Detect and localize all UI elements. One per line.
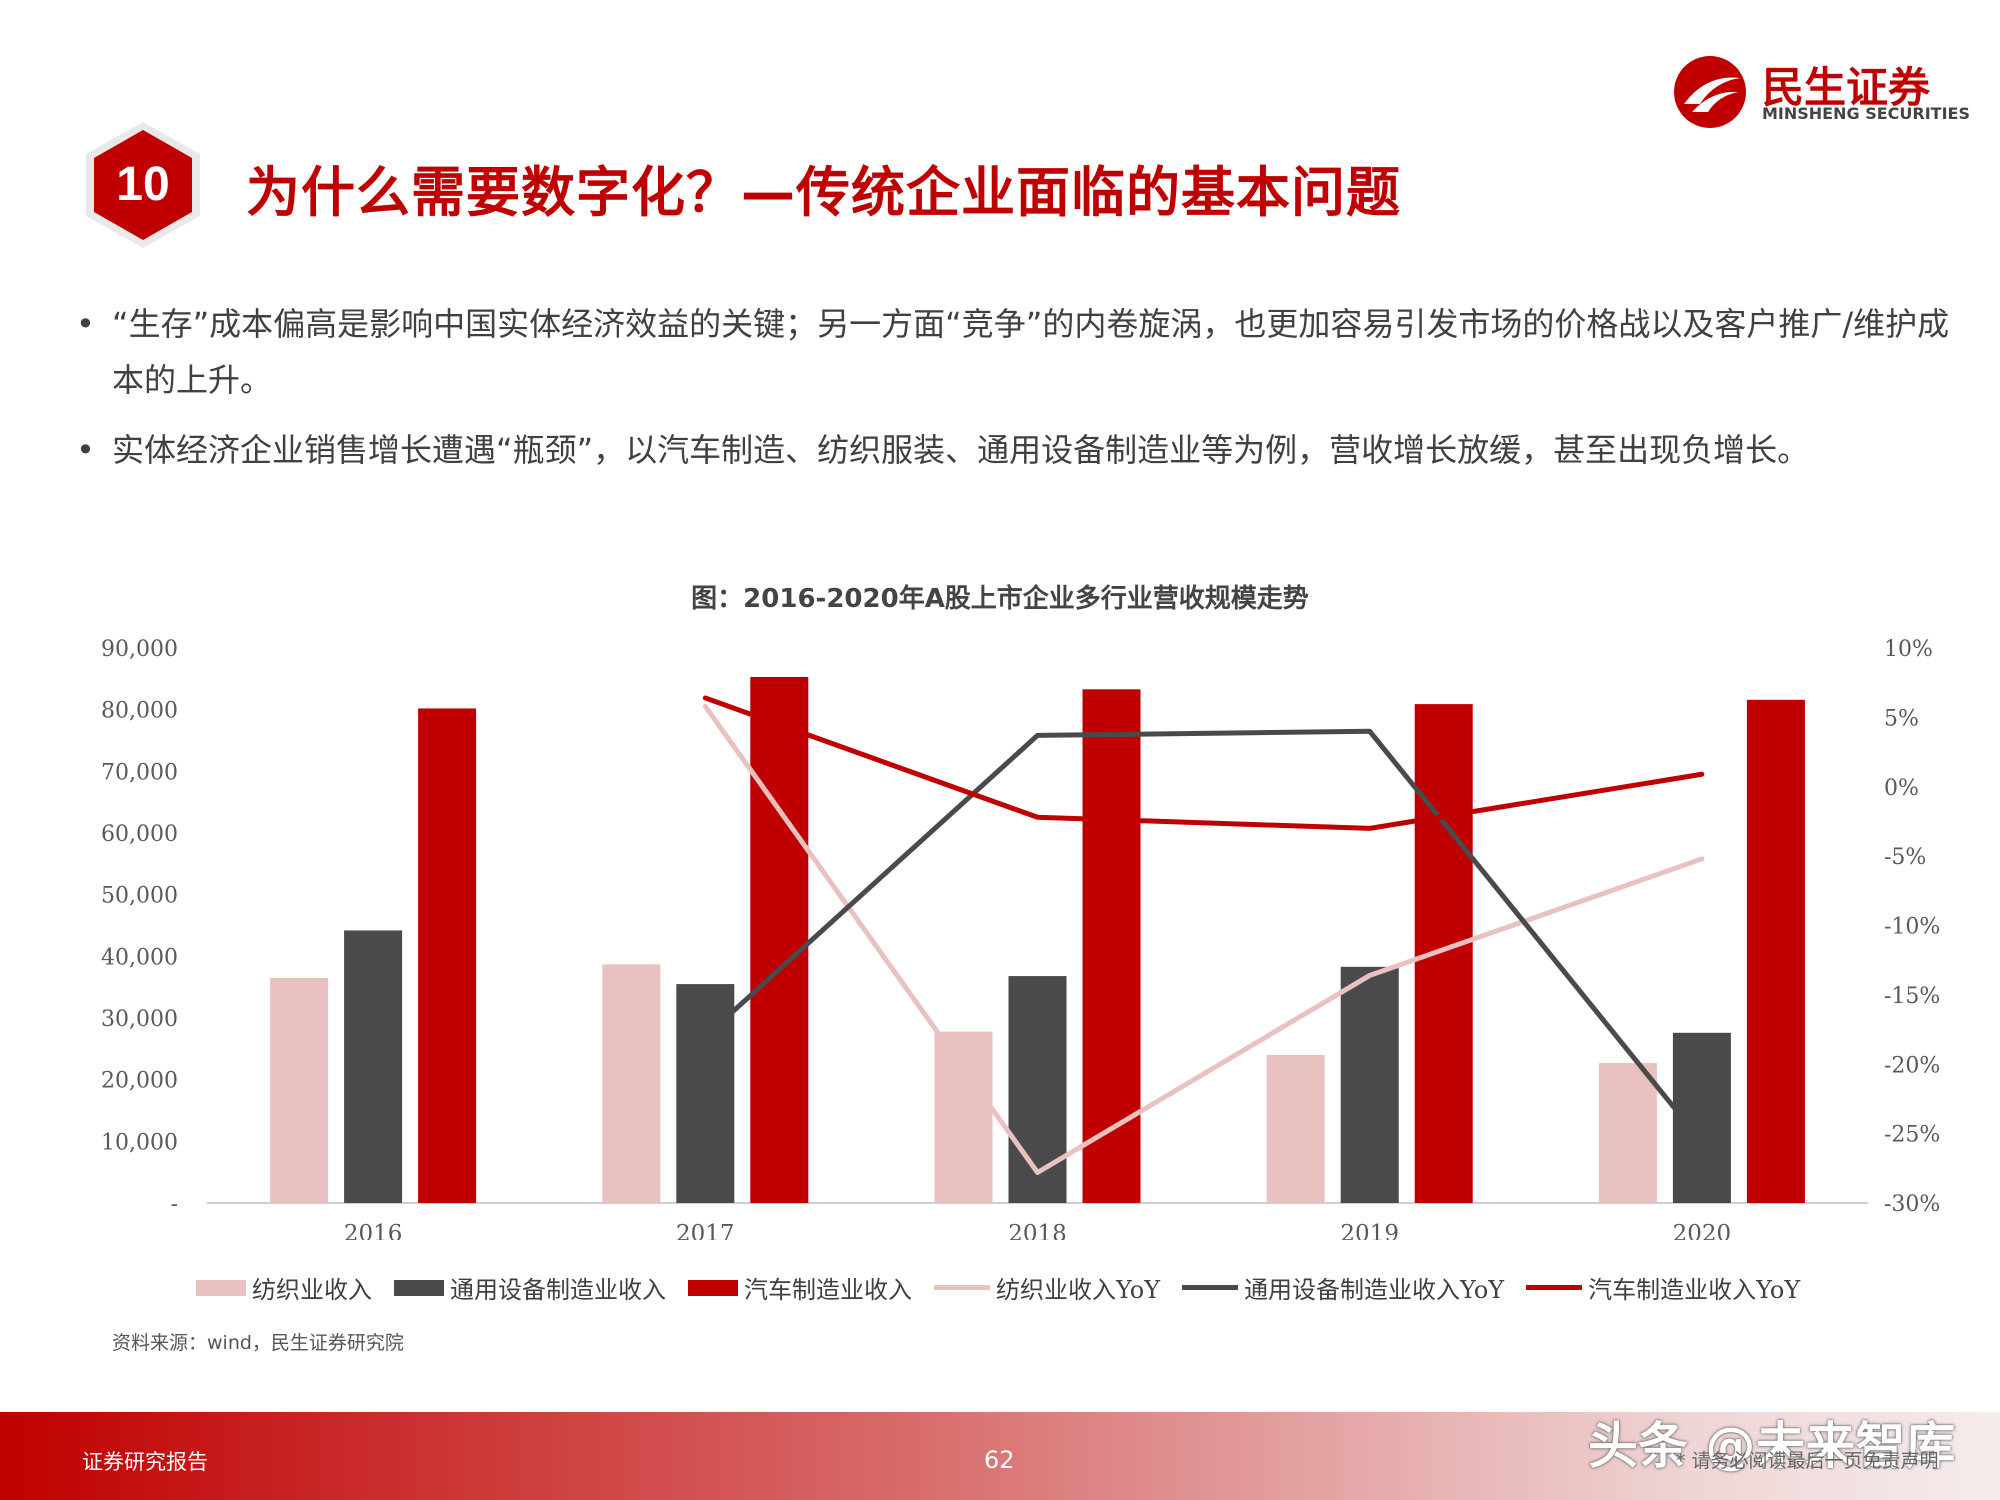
disclaimer-note: * 请务必阅读最后一页免责声明: [1676, 1450, 1939, 1472]
y2-tick-label: -30%: [1884, 1192, 1940, 1217]
legend-label: 汽车制造业收入YoY: [1588, 1276, 1801, 1304]
x-tick-label: 2020: [1673, 1221, 1732, 1240]
logo-icon: [1674, 56, 1746, 128]
legend-swatch: [1526, 1285, 1583, 1290]
y-tick-label: 40,000: [101, 945, 178, 970]
legend-swatch: [934, 1285, 990, 1290]
legend-label: 纺织业收入YoY: [996, 1276, 1161, 1304]
source-note: 资料来源：wind，民生证券研究院: [112, 1332, 404, 1354]
bullet-text: “生存”成本偏高是影响中国实体经济效益的关键；另一方面“竞争”的内卷旋涡，也更加…: [112, 305, 1950, 399]
x-tick-label: 2016: [344, 1221, 403, 1240]
legend-item: 汽车制造业收入YoY: [1526, 1270, 1800, 1305]
bar: [934, 1031, 993, 1203]
y2-tick-label: 0%: [1884, 776, 1919, 801]
bar: [270, 977, 329, 1203]
bar: [1598, 1063, 1657, 1203]
bar: [602, 964, 661, 1203]
bar: [1008, 976, 1067, 1203]
company-logo: 民生证券 MINSHENG SECURITIES: [1670, 52, 1970, 132]
y2-tick-label: -10%: [1884, 915, 1940, 940]
page-title: 为什么需要数字化？—传统企业面临的基本问题: [246, 161, 1401, 224]
legend-swatch: [1182, 1285, 1239, 1290]
y-tick-label: 30,000: [101, 1007, 178, 1032]
chart-legend: 纺织业收入 通用设备制造业收入 汽车制造业收入 纺织业收入YoY 通用设备制造业收入Yo…: [196, 1270, 1800, 1305]
x-tick-label: 2017: [676, 1221, 735, 1240]
series-line: [702, 728, 1705, 1145]
y-tick-label: 80,000: [101, 699, 178, 724]
y-tick-label: 20,000: [101, 1069, 178, 1094]
y-tick-label: 90,000: [101, 637, 178, 662]
bar: [1340, 966, 1399, 1203]
bullet-item: • “生存”成本偏高是影响中国实体经济效益的关键；另一方面“竞争”的内卷旋涡，也…: [70, 296, 1950, 408]
y2-tick-label: -15%: [1884, 984, 1940, 1009]
section-number-badge: 10: [86, 122, 200, 248]
footer-bar: [0, 1412, 2000, 1500]
y2-tick-label: 10%: [1884, 637, 1933, 662]
bullet-dot: •: [76, 305, 95, 343]
bar: [344, 930, 403, 1203]
y-tick-label: 70,000: [101, 760, 178, 785]
bullet-text: 实体经济企业销售增长遭遇“瓶颈”，以汽车制造、纺织服装、通用设备制造业等为例，营…: [112, 431, 1810, 469]
bullet-dot: •: [76, 431, 95, 469]
x-tick-label: 2019: [1340, 1221, 1399, 1240]
legend-label: 通用设备制造业收入YoY: [1244, 1276, 1505, 1304]
y2-tick-label: 5%: [1884, 706, 1919, 731]
y-tick-label: 10,000: [101, 1130, 178, 1155]
y-tick-label: 50,000: [101, 884, 178, 909]
legend-label: 通用设备制造业收入: [450, 1276, 666, 1304]
y2-tick-label: -25%: [1884, 1123, 1940, 1148]
legend-item: 通用设备制造业收入YoY: [1182, 1270, 1504, 1305]
bar: [750, 676, 809, 1203]
revenue-chart: - 10,000 20,000 30,000 40,000 50,000 60,000 70,…: [101, 637, 1940, 1240]
footer-report-label: 证券研究报告: [82, 1450, 208, 1474]
bullet-item: • 实体经济企业销售增长遭遇“瓶颈”，以汽车制造、纺织服装、通用设备制造业等为例…: [70, 422, 1950, 478]
series-line: [702, 703, 1705, 1175]
legend-item: 汽车制造业收入: [688, 1270, 912, 1305]
bar: [1414, 704, 1473, 1203]
badge-number: 10: [116, 158, 169, 211]
legend-item: 纺织业收入: [196, 1270, 372, 1305]
bar: [418, 708, 477, 1203]
logo-name-cn: 民生证券: [1762, 63, 1931, 112]
y-tick-label: -: [171, 1192, 178, 1217]
bar: [1266, 1055, 1325, 1203]
legend-swatch: [394, 1279, 444, 1296]
series-line: [702, 695, 1705, 831]
legend-item: 纺织业收入YoY: [934, 1270, 1160, 1305]
bullet-list: • “生存”成本偏高是影响中国实体经济效益的关键；另一方面“竞争”的内卷旋涡，也…: [70, 296, 1950, 492]
legend-label: 汽车制造业收入: [744, 1276, 912, 1304]
page-number: 62: [984, 1446, 1015, 1474]
legend-label: 纺织业收入: [252, 1276, 372, 1304]
legend-swatch: [688, 1279, 738, 1296]
x-tick-label: 2018: [1008, 1221, 1067, 1240]
y2-tick-label: -5%: [1884, 845, 1926, 870]
chart-title: 图：2016-2020年A股上市企业多行业营收规模走势: [691, 584, 1309, 614]
legend-item: 通用设备制造业收入: [394, 1270, 666, 1305]
logo-name-en: MINSHENG SECURITIES: [1762, 104, 1970, 123]
y2-tick-label: -20%: [1884, 1053, 1940, 1078]
bar: [1746, 699, 1805, 1203]
y-tick-label: 60,000: [101, 822, 178, 847]
legend-swatch: [196, 1279, 246, 1296]
watermark-text: 头条 @未来智库: [1588, 1417, 1956, 1475]
